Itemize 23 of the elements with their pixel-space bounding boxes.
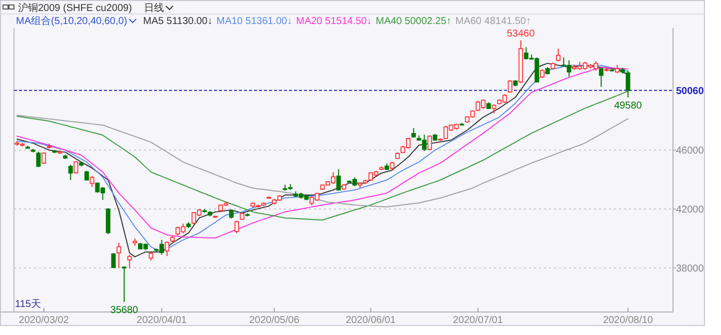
x-tick-label: 2020/06/01 — [346, 315, 396, 326]
chart-subtitle: 日线 — [144, 2, 164, 14]
y-tick-label: 46000 — [676, 146, 704, 157]
text: MA40 50002.25↑ — [376, 16, 452, 27]
annotation: 35680 — [110, 304, 139, 316]
x-tick-label: 2020/05/06 — [249, 315, 300, 326]
ref-line-label: 50060 — [676, 86, 704, 97]
annotation: 53460 — [506, 28, 536, 40]
x-tick-label: 2020/04/01 — [136, 315, 188, 326]
annotation: 49580 — [614, 100, 642, 112]
chart-title: 沪铜2009 (SHFE cu2009) — [18, 2, 132, 14]
x-tick-label: 2020/08/10 — [602, 315, 654, 326]
text: MA5 51130.00↓ — [143, 16, 212, 27]
y-tick-label: 38000 — [676, 263, 704, 274]
x-tick-label: 2020/03/02 — [18, 315, 70, 326]
text: MA60 48141.50↑ — [455, 16, 531, 27]
y-tick-label: 42000 — [676, 204, 704, 216]
line-series — [16, 114, 628, 208]
text: MA组合(5,10,20,40,60,0) — [16, 15, 128, 27]
text: MA10 51361.00↓ — [216, 16, 292, 27]
annotation: 115天 — [15, 299, 41, 310]
x-tick-label: 2020/07/01 — [452, 315, 504, 326]
text: MA20 51514.50↓ — [296, 16, 372, 27]
